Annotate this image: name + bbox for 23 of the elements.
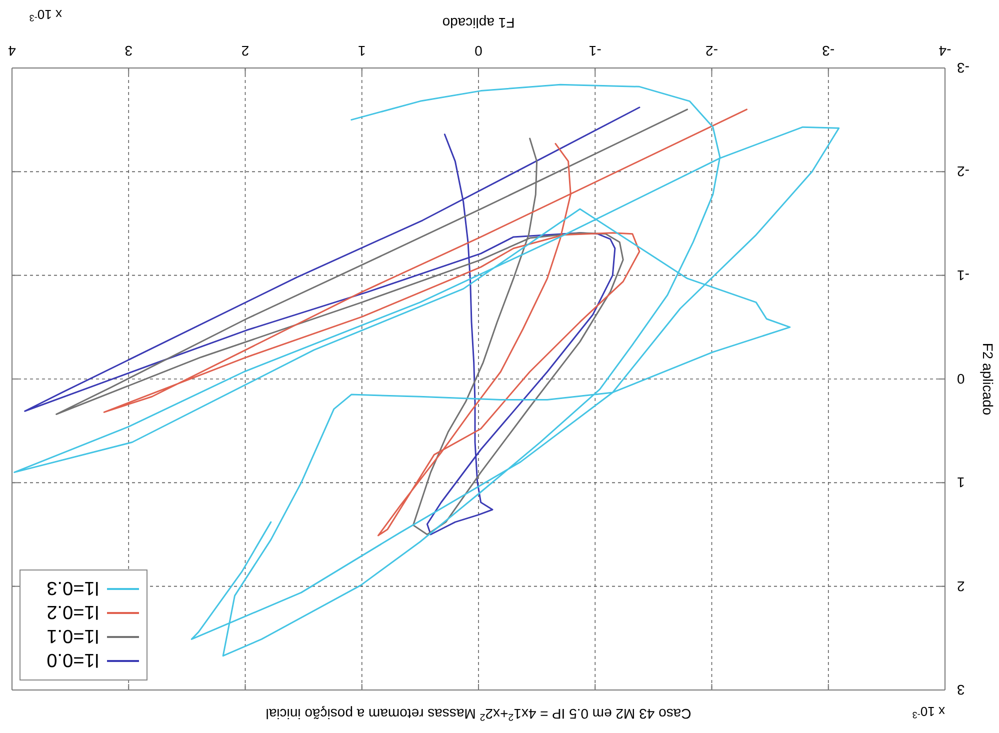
y-tick-label: -3 xyxy=(956,60,970,76)
x-tick-label: 0 xyxy=(474,43,482,59)
legend-label: l1=0.0 xyxy=(46,649,99,670)
y-tick-label: 3 xyxy=(956,682,965,698)
x-tick-label: 4 xyxy=(8,43,16,59)
x-tick-label: -4 xyxy=(938,43,952,59)
x-tick-label: 1 xyxy=(358,43,366,59)
y-tick-label: -2 xyxy=(956,164,970,180)
x-tick-label: -1 xyxy=(588,43,602,59)
y-tick-label: 2 xyxy=(956,578,965,594)
y-tick-label: -1 xyxy=(956,267,970,284)
x-tick-label: 3 xyxy=(124,43,133,59)
line-series xyxy=(103,108,748,536)
y-axis-title: F2 aplicado xyxy=(980,342,996,416)
legend-label: l1=0.1 xyxy=(46,625,99,646)
legend-label: l1=0.3 xyxy=(46,577,99,598)
x-tick-label: -3 xyxy=(822,43,835,59)
x-axis-title: F1 aplicado xyxy=(442,15,515,31)
x-tick-label: -2 xyxy=(705,43,718,59)
legend-label: l1=0.2 xyxy=(46,601,99,622)
x-tick-label: 2 xyxy=(241,43,250,59)
y-tick-label: 0 xyxy=(956,371,965,387)
y-tick-label: 1 xyxy=(956,474,965,491)
